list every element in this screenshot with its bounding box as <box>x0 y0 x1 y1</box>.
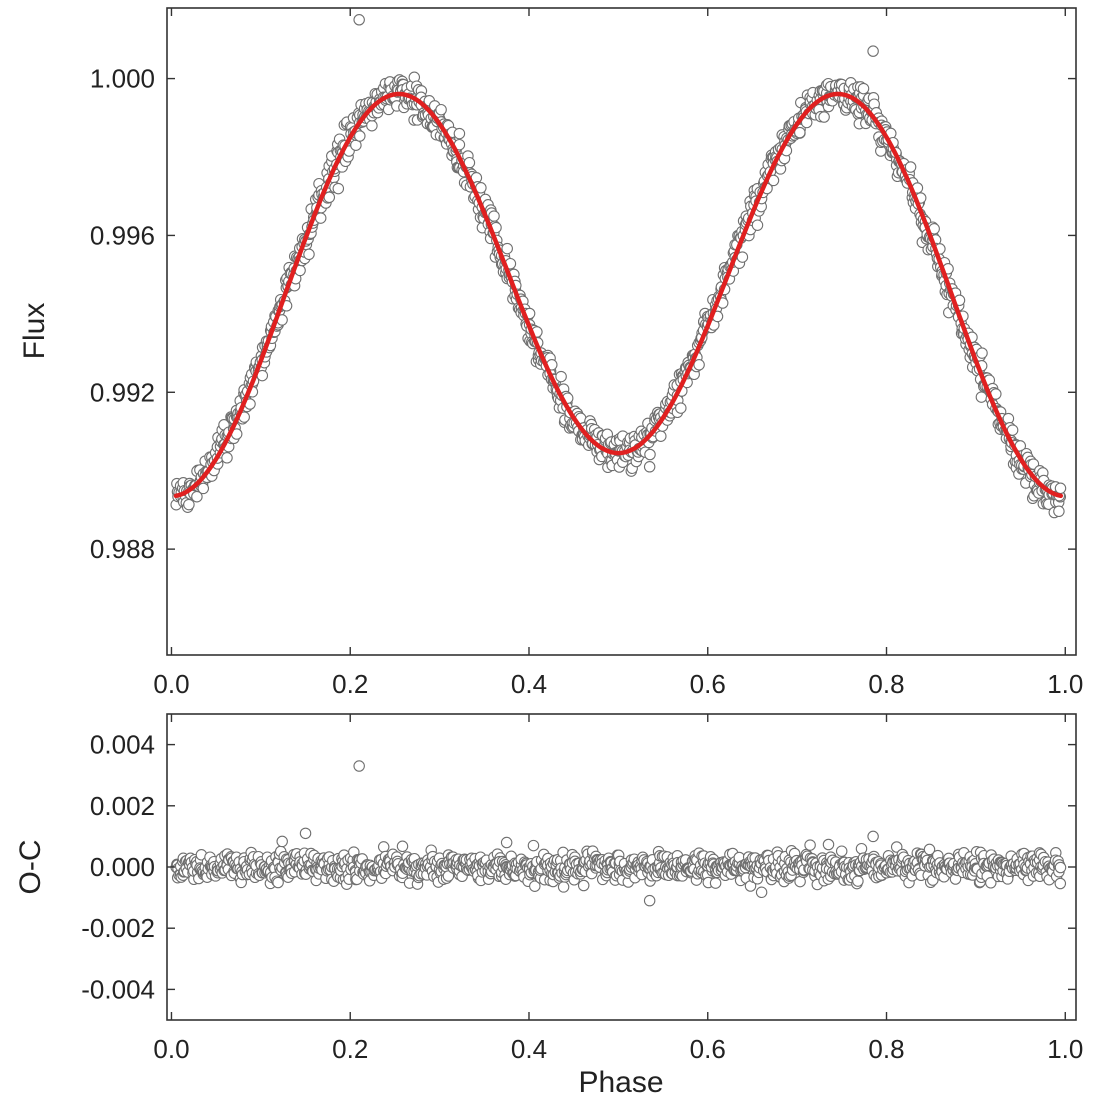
light-curve-data-point <box>644 448 656 461</box>
residuals-outlier-point <box>353 760 365 772</box>
light-curve-y-tick-label: 0.988 <box>90 534 155 564</box>
light-curve-data-point <box>488 210 500 222</box>
light-curve-x-tick-label: 0.0 <box>153 669 189 699</box>
residuals-y-tick-label: 0.000 <box>90 852 155 882</box>
residuals-data-point <box>804 839 816 851</box>
residuals-data-point <box>529 880 541 892</box>
residuals-data-point <box>377 841 390 853</box>
residuals-x-axis-label: Phase <box>578 1066 663 1099</box>
light-curve-y-tick-label: 0.996 <box>90 220 155 250</box>
light-curve-data-point <box>1053 505 1065 518</box>
light-curve-data-point <box>183 498 195 511</box>
residuals-data-point <box>396 840 409 853</box>
light-curve-data-point <box>818 111 830 123</box>
residuals-data-point <box>852 875 864 887</box>
light-curve-data-point <box>354 130 366 142</box>
light-curve-data-point <box>751 219 764 231</box>
light-curve-data-point <box>655 430 667 442</box>
light-curve-outlier-point <box>867 45 879 57</box>
light-curve-data-point <box>555 370 567 383</box>
residuals-data-point <box>272 876 284 889</box>
residuals-data-point <box>835 845 848 857</box>
light-curve-y-tick-label: 1.000 <box>90 64 155 94</box>
residuals-data-point <box>855 842 868 855</box>
residuals-x-tick-label: 0.4 <box>511 1034 547 1064</box>
light-curve-outlier-point <box>643 461 656 473</box>
light-curve-data-point <box>453 127 466 140</box>
residuals-x-tick-label: 1.0 <box>1047 1034 1083 1064</box>
light-curve-data-point <box>303 248 315 261</box>
residuals-x-tick-label: 0.8 <box>868 1034 904 1064</box>
light-curve-data-point <box>501 242 513 255</box>
residuals-data-point <box>276 835 288 848</box>
light-curve-x-tick-label: 0.4 <box>511 669 547 699</box>
residuals-outlier-point <box>500 836 513 849</box>
residuals-y-tick-label: 0.002 <box>90 791 155 821</box>
light-curve-panel: 0.0 0.2 0.4 0.6 0.8 1.0 0.988 0.992 0.996 1.000 F… <box>18 7 1083 699</box>
light-curve-data-point <box>904 161 917 173</box>
light-curve-data-point <box>976 347 988 359</box>
light-curve-x-tick-label: 0.6 <box>690 669 726 699</box>
residuals-outlier-point <box>527 839 540 852</box>
residuals-panel: 0.0 0.2 0.4 0.6 0.8 1.0 -0.004 -0.002 0.000 0.002… <box>14 713 1083 1099</box>
light-curve-x-tick-label: 0.2 <box>332 669 368 699</box>
residuals-data-point <box>709 877 722 889</box>
light-curve-data-point <box>794 126 806 139</box>
light-curve-data-point <box>1002 412 1015 425</box>
light-curve-outlier-point <box>353 14 365 26</box>
residuals-y-tick-label: -0.002 <box>81 913 155 943</box>
light-curve-ticks: 0.0 0.2 0.4 0.6 0.8 1.0 0.988 0.992 0.996 1.000 <box>90 8 1083 699</box>
light-curve-data-point <box>332 182 345 195</box>
light-curve-data-point <box>857 82 870 95</box>
residuals-data-point <box>822 838 835 851</box>
residuals-data-points <box>170 760 1067 907</box>
light-curve-data-point <box>975 391 988 403</box>
residuals-x-tick-label: 0.6 <box>690 1034 726 1064</box>
light-curve-data-point <box>221 452 233 464</box>
residuals-data-point <box>577 879 590 892</box>
light-curve-data-point <box>435 103 447 116</box>
residuals-data-point <box>557 881 570 893</box>
residuals-data-point <box>1054 861 1067 874</box>
residuals-data-point <box>755 886 768 899</box>
residuals-outlier-point <box>643 894 656 907</box>
light-curve-x-tick-label: 1.0 <box>1047 669 1083 699</box>
light-curve-data-points <box>170 14 1067 519</box>
light-curve-data-point <box>693 359 705 371</box>
residuals-outlier-point <box>867 830 879 843</box>
residuals-y-tick-label: -0.004 <box>81 974 155 1004</box>
residuals-y-axis-label: O-C <box>14 840 47 895</box>
residuals-outlier-point <box>299 827 312 840</box>
light-curve-y-axis-label: Flux <box>18 303 51 360</box>
residuals-x-tick-label: 0.2 <box>332 1034 368 1064</box>
light-curve-model-line <box>173 91 1064 499</box>
light-curve-plot-frame <box>166 7 1077 656</box>
residuals-data-point <box>1054 877 1067 890</box>
residuals-x-tick-label: 0.0 <box>153 1034 189 1064</box>
light-curve-data-point <box>197 482 210 495</box>
light-curve-y-tick-label: 0.992 <box>90 377 155 407</box>
light-curve-data-point <box>736 251 749 263</box>
light-curve-data-point <box>1054 482 1067 495</box>
light-curve-data-point <box>675 402 687 414</box>
light-curve-data-point <box>366 119 378 132</box>
light-curve-x-tick-label: 0.8 <box>868 669 904 699</box>
light-curve-data-point <box>323 191 336 204</box>
residuals-y-tick-label: 0.004 <box>90 730 155 760</box>
